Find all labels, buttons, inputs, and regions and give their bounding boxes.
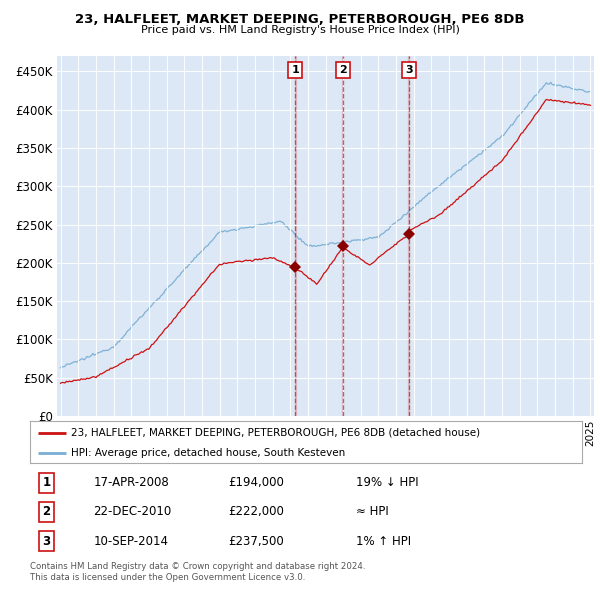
Text: HPI: Average price, detached house, South Kesteven: HPI: Average price, detached house, Sout… [71,448,346,457]
Text: 1: 1 [292,65,299,75]
Text: Contains HM Land Registry data © Crown copyright and database right 2024.
This d: Contains HM Land Registry data © Crown c… [30,562,365,582]
Text: £222,000: £222,000 [229,505,284,519]
Text: 2: 2 [339,65,347,75]
Text: 17-APR-2008: 17-APR-2008 [94,476,169,489]
Bar [342,56,343,416]
Text: 3: 3 [43,535,50,548]
Text: 3: 3 [405,65,413,75]
Text: 23, HALFLEET, MARKET DEEPING, PETERBOROUGH, PE6 8DB (detached house): 23, HALFLEET, MARKET DEEPING, PETERBOROU… [71,428,481,438]
Text: ≈ HPI: ≈ HPI [356,505,388,519]
Bar [295,56,296,416]
Text: 10-SEP-2014: 10-SEP-2014 [94,535,169,548]
Text: 1: 1 [43,476,50,489]
Text: £194,000: £194,000 [229,476,284,489]
Text: 1% ↑ HPI: 1% ↑ HPI [356,535,411,548]
Text: 23, HALFLEET, MARKET DEEPING, PETERBOROUGH, PE6 8DB: 23, HALFLEET, MARKET DEEPING, PETERBOROU… [75,13,525,26]
Text: Price paid vs. HM Land Registry's House Price Index (HPI): Price paid vs. HM Land Registry's House … [140,25,460,35]
Text: 2: 2 [43,505,50,519]
Text: £237,500: £237,500 [229,535,284,548]
Text: 22-DEC-2010: 22-DEC-2010 [94,505,172,519]
Text: 19% ↓ HPI: 19% ↓ HPI [356,476,418,489]
